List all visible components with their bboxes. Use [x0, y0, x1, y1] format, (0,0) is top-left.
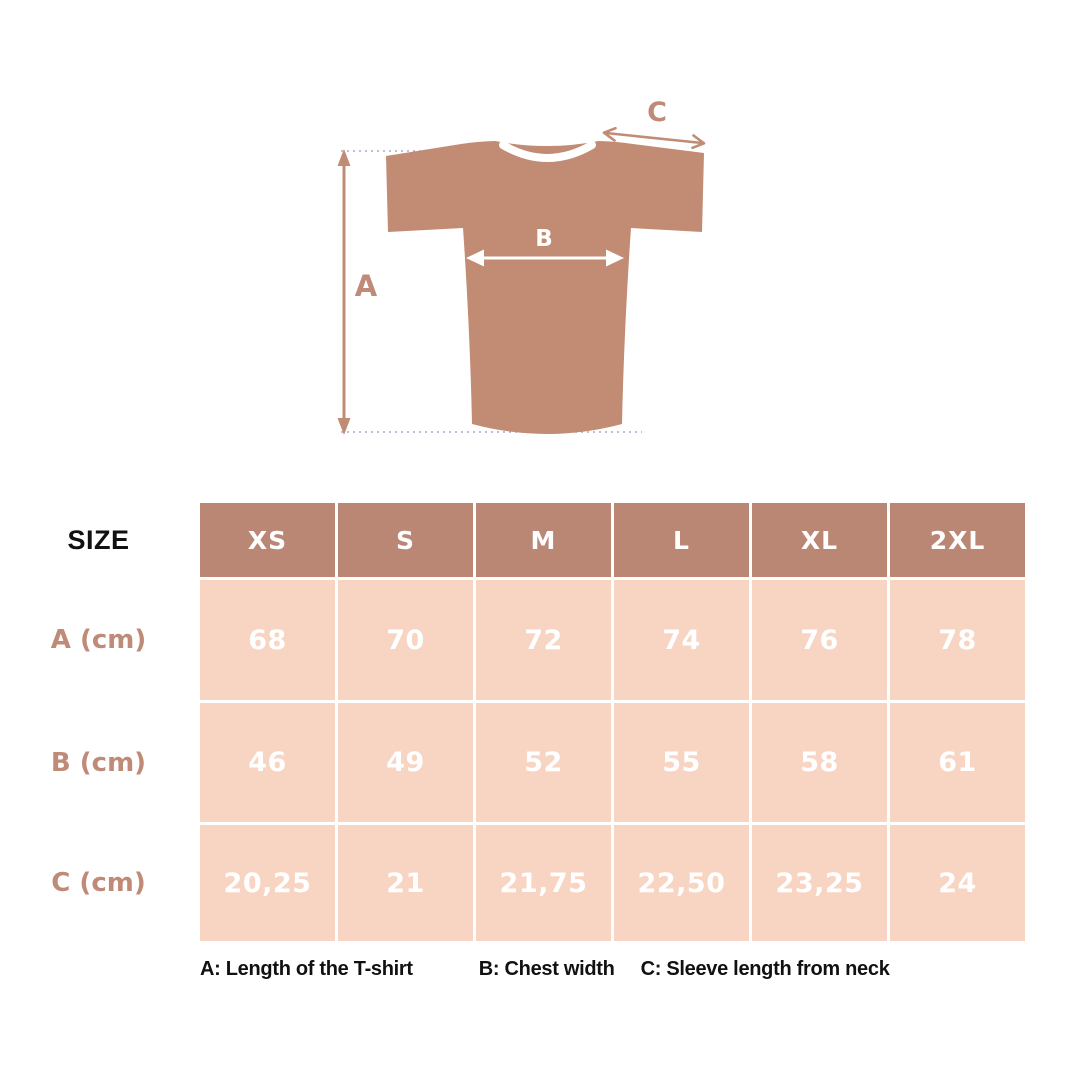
measurement-arrow-c [602, 126, 706, 150]
label-c: C [647, 97, 667, 128]
legend-item-c: C: Sleeve length from neck [640, 958, 890, 980]
value-b-l: 55 [614, 703, 749, 822]
value-b-m: 52 [476, 703, 611, 822]
value-a-s: 70 [338, 580, 473, 700]
collar-seam-arc [499, 141, 596, 162]
value-a-xs: 68 [200, 580, 335, 700]
column-header-xs: XS [200, 503, 335, 577]
value-b-xl: 58 [752, 703, 887, 822]
value-b-xs: 46 [200, 703, 335, 822]
column-header-l: L [614, 503, 749, 577]
label-a: A [355, 269, 378, 303]
value-a-2xl: 78 [890, 580, 1025, 700]
row-label-c: C (cm) [51, 868, 146, 898]
value-c-xl: 23,25 [752, 825, 887, 941]
value-c-s: 21 [338, 825, 473, 941]
size-table: SIZE XS S M L XL 2XL A (cm) 68 70 72 74 … [0, 503, 1025, 941]
label-b: B [535, 226, 553, 252]
measurement-arrow-b [466, 249, 624, 267]
column-header-m: M [476, 503, 611, 577]
measurement-legend: A: Length of the T-shirt B: Chest width … [200, 958, 890, 981]
value-c-2xl: 24 [890, 825, 1025, 941]
tshirt-measurement-diagram: A B C [337, 97, 706, 435]
value-c-m: 21,75 [476, 825, 611, 941]
tshirt-silhouette [386, 141, 704, 434]
value-b-2xl: 61 [890, 703, 1025, 822]
value-a-m: 72 [476, 580, 611, 700]
value-b-s: 49 [338, 703, 473, 822]
row-label-a: A (cm) [50, 625, 147, 655]
value-c-l: 22,50 [614, 825, 749, 941]
legend-item-a: A: Length of the T-shirt [200, 958, 413, 980]
value-c-xs: 20,25 [200, 825, 335, 941]
measurement-arrow-a [337, 149, 351, 435]
column-header-xl: XL [752, 503, 887, 577]
value-a-xl: 76 [752, 580, 887, 700]
row-label-b: B (cm) [50, 747, 147, 778]
column-header-s: S [338, 503, 473, 577]
size-corner-label: SIZE [67, 524, 130, 555]
legend-item-b: B: Chest width [478, 958, 615, 980]
column-header-2xl: 2XL [890, 503, 1025, 577]
value-a-l: 74 [614, 580, 749, 700]
